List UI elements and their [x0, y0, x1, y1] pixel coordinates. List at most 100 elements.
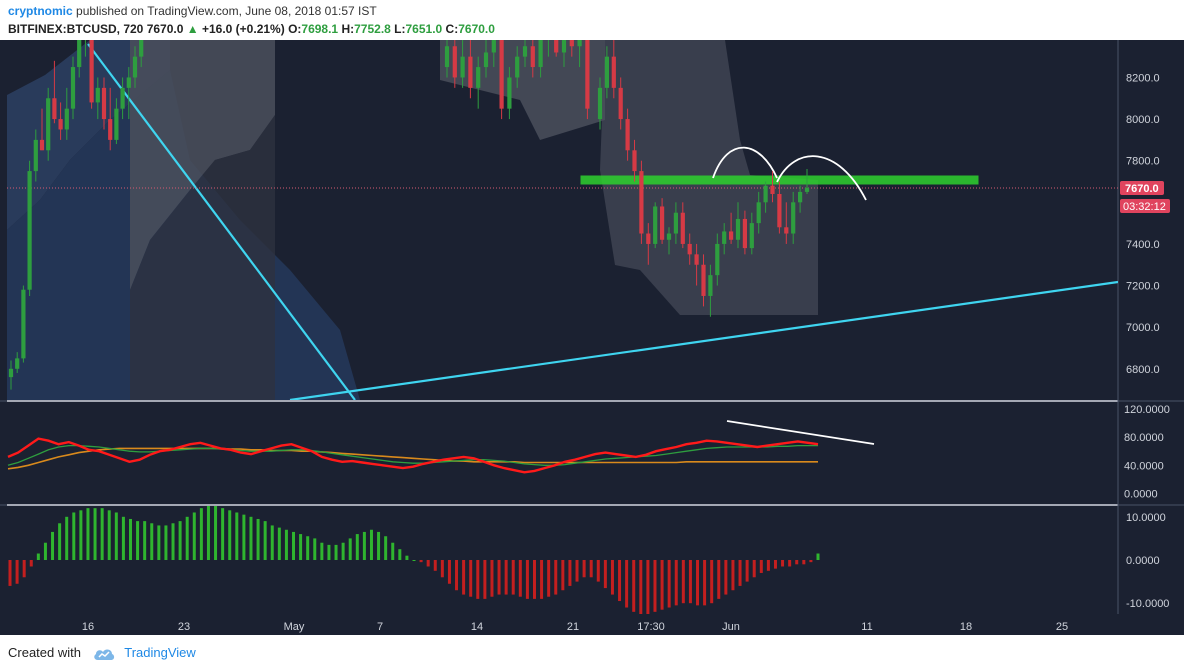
macd-bar — [277, 527, 281, 560]
rsi-pane-background — [7, 402, 1118, 504]
macd-bar — [377, 531, 381, 560]
macd-bar — [93, 508, 97, 560]
macd-bar — [745, 560, 749, 582]
macd-bar — [348, 538, 352, 560]
candle-body — [632, 150, 637, 172]
candle-body — [554, 40, 559, 53]
candle-body — [611, 56, 616, 88]
candle-body — [70, 67, 76, 109]
macd-bar — [270, 525, 274, 560]
rsi-divergence-line — [726, 420, 875, 445]
price-axis: 8200.0 8000.0 7800.0 7400.0 7200.0 7000.0 6800… — [1126, 72, 1160, 375]
candle-body — [52, 98, 57, 120]
candle-body — [538, 40, 543, 68]
candle-body — [120, 87, 125, 109]
rsi-tick-label: 120.0000 — [1124, 404, 1170, 416]
macd-bar — [136, 521, 140, 560]
last-price-tag — [1120, 181, 1164, 195]
macd-bar — [306, 536, 310, 560]
author-link[interactable]: cryptnomic — [8, 4, 73, 18]
candle-body — [27, 171, 32, 290]
candle-body — [687, 243, 692, 255]
macd-bar — [490, 560, 494, 597]
candle-body — [8, 368, 14, 378]
macd-bar — [143, 521, 147, 560]
candle-body — [468, 56, 473, 88]
created-with-label: Created with — [8, 645, 81, 660]
time-tick-label: 21 — [567, 621, 579, 633]
range-shade-2 — [130, 115, 275, 400]
macd-bar — [781, 560, 785, 567]
candle-body — [585, 40, 590, 109]
candle-body — [798, 191, 803, 203]
candle-body — [577, 40, 582, 47]
macd-bar — [618, 560, 622, 602]
macd-bar — [462, 560, 466, 595]
candle-body — [444, 46, 450, 68]
candle-body — [132, 56, 138, 78]
candle-body — [708, 275, 713, 296]
candle-body — [673, 212, 678, 234]
macd-bar — [589, 560, 593, 578]
candle-body — [646, 233, 651, 244]
macd-bar — [369, 529, 373, 560]
macd-bar — [157, 525, 161, 560]
macd-bar — [178, 521, 182, 560]
candle-body — [460, 56, 465, 78]
macd-bar — [710, 560, 714, 604]
candle-body — [64, 108, 69, 130]
rsi-axis: 120.0000 80.0000 40.0000 0.0000 — [1124, 404, 1170, 500]
macd-bar — [731, 560, 735, 591]
macd-bar — [398, 549, 402, 560]
rsi-tick-label: 0.0000 — [1124, 488, 1158, 500]
macd-bar — [802, 560, 806, 565]
price-tick-label: 7000.0 — [1126, 322, 1160, 334]
last-price-label: 7670.0 — [1125, 183, 1159, 195]
change-arrow-icon: ▲ — [186, 22, 199, 36]
candle-body — [666, 233, 672, 240]
macd-bar — [362, 531, 366, 560]
candle-body — [483, 52, 489, 68]
candle-body — [729, 231, 734, 240]
macd-bar — [504, 560, 508, 595]
time-axis-background[interactable] — [0, 614, 1184, 635]
macd-bar — [660, 560, 664, 610]
high-value: 7752.8 — [354, 22, 391, 36]
candle-body — [15, 358, 20, 369]
tradingview-brand-link[interactable]: TradingView — [124, 645, 196, 660]
macd-bar — [235, 512, 239, 560]
macd-bar — [476, 560, 480, 599]
candle-body — [108, 119, 113, 140]
macd-bar — [426, 560, 430, 567]
macd-bar — [469, 560, 473, 597]
footer: Created with TradingView — [8, 645, 196, 661]
macd-bar — [759, 560, 763, 573]
macd-bar — [816, 553, 820, 560]
trading-chart[interactable]: 8200.0 8000.0 7800.0 7400.0 7200.0 7000.0 6800… — [0, 40, 1184, 635]
rsi-tick-label: 40.0000 — [1124, 460, 1164, 472]
macd-bar — [313, 538, 317, 560]
candle-body — [77, 40, 82, 68]
macd-bar — [632, 560, 636, 612]
macd-bar — [667, 560, 671, 608]
candle-body — [749, 223, 754, 249]
macd-bar — [412, 560, 416, 561]
macd-bar — [547, 560, 551, 597]
price-axis-background[interactable] — [1118, 40, 1184, 614]
macd-bar — [15, 560, 19, 584]
macd-bar — [334, 544, 338, 560]
candle-body — [33, 139, 38, 172]
macd-bar — [221, 508, 225, 560]
double-top-arc-2 — [776, 155, 867, 201]
candle-body — [89, 40, 94, 103]
macd-bar — [341, 542, 345, 560]
tradingview-cloud-icon — [93, 649, 114, 660]
candle-body — [625, 119, 630, 151]
time-tick-label: 14 — [471, 621, 483, 633]
candle-body — [58, 119, 63, 130]
macd-bar — [100, 508, 104, 560]
candle-body — [701, 264, 706, 296]
candle-body — [660, 206, 665, 240]
macd-bar — [809, 560, 813, 563]
candle-body — [715, 243, 720, 276]
